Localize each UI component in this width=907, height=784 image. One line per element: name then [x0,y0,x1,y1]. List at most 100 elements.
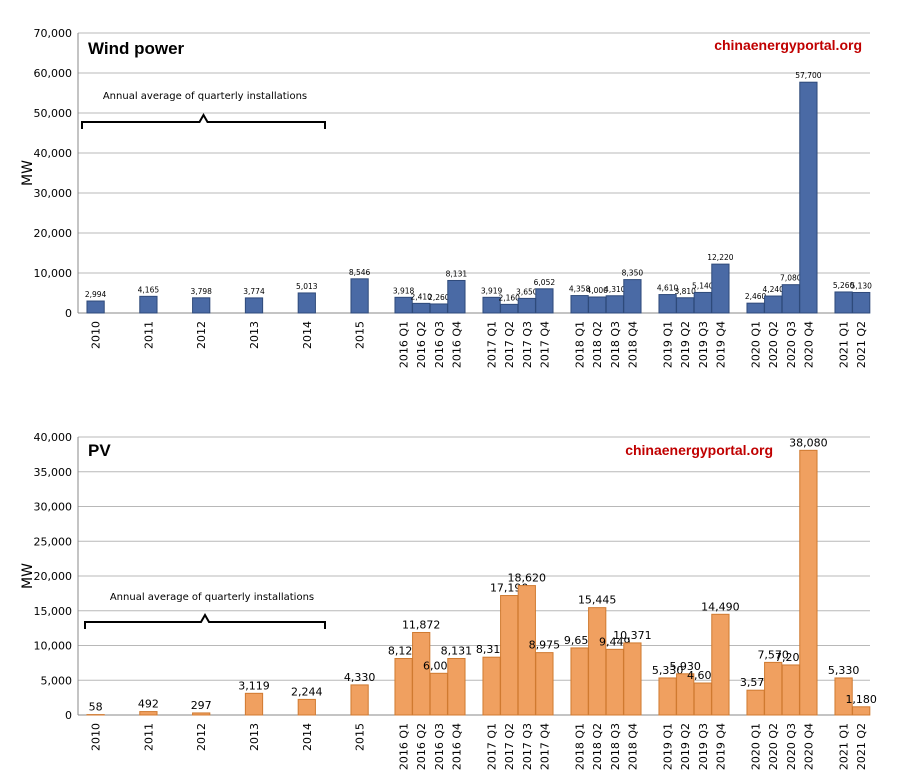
pv-data-label: 8,128 [388,645,420,658]
wind-bar [244,297,264,314]
pv-bar [781,664,800,716]
wind-y-tick-label: 0 [65,307,72,320]
wind-bar [535,288,554,314]
pv-bar [394,658,413,716]
wind-data-label: 6,052 [534,278,556,287]
pv-category-label: 2018 Q3 [609,723,622,770]
wind-data-label: 7,080 [780,274,802,283]
wind-category-label: 2019 Q2 [679,321,692,368]
pv-bar [852,706,871,716]
wind-data-label: 4,310 [604,285,626,294]
pv-source-label: chinaenergyportal.org [625,442,773,458]
pv-bar [429,672,448,716]
wind-bar [192,297,211,314]
wind-data-label: 3,774 [243,287,265,296]
wind-y-tick-label: 70,000 [34,27,73,40]
pv-category-label: 2019 Q3 [697,723,710,770]
pv-bar [535,652,554,716]
wind-data-label: 4,610 [657,284,679,293]
pv-category-label: 2017 Q3 [521,723,534,770]
pv-category-label: 2020 Q3 [785,723,798,770]
wind-data-label: 12,220 [707,253,733,262]
pv-bar [297,698,316,716]
wind-bar [412,302,431,314]
pv-bar [192,712,211,716]
wind-category-label: 2013 [248,321,261,349]
pv-data-label: 2,244 [291,685,323,698]
wind-bar [623,279,642,314]
pv-category-label: 2020 Q2 [767,723,780,770]
pv-data-label: 9,449 [599,635,631,648]
pv-data-label: 4,600 [687,669,719,682]
wind-category-label: 2017 Q2 [503,321,516,368]
pv-data-label: 10,371 [613,629,652,642]
wind-bar [517,297,536,314]
pv-category-label: 2019 Q2 [679,723,692,770]
pv-category-label: 2010 [90,723,103,751]
wind-category-label: 2017 Q3 [521,321,534,368]
wind-category-label: 2020 Q2 [767,321,780,368]
wind-data-label: 5,140 [692,281,714,290]
pv-category-label: 2016 Q4 [450,723,463,770]
pv-data-label: 9,650 [564,634,596,647]
wind-category-label: 2021 Q2 [855,321,868,368]
pv-category-label: 2021 Q2 [855,723,868,770]
wind-source-label: chinaenergyportal.org [714,37,862,53]
pv-data-label: 3,570 [740,676,772,689]
wind-category-label: 2017 Q1 [486,321,499,368]
pv-category-label: 2018 Q1 [574,723,587,770]
pv-category-label: 2018 Q2 [591,723,604,770]
wind-category-label: 2018 Q2 [591,321,604,368]
pv-annotation-bracket [84,612,326,629]
pv-category-label: 2015 [354,723,367,751]
wind-bar [834,291,853,314]
wind-category-label: 2020 Q4 [802,321,815,368]
pv-data-label: 5,330 [652,664,684,677]
wind-category-label: 2017 Q4 [538,321,551,368]
pv-data-label: 5,330 [828,664,860,677]
pv-bar [623,642,642,716]
pv-y-tick-label: 15,000 [34,605,73,618]
wind-power-chart: Wind power chinaenergyportal.org Annual … [20,27,872,368]
pv-bar [834,677,853,716]
pv-category-label: 2012 [195,723,208,751]
pv-data-label: 14,490 [701,600,740,613]
wind-data-label: 4,240 [762,285,784,294]
pv-bar [517,585,536,716]
wind-data-label: 8,350 [622,269,644,278]
wind-bar [781,284,800,314]
pv-y-tick-label: 10,000 [34,640,73,653]
pv-data-label: 11,872 [402,618,441,631]
pv-data-label: 6,000 [423,659,455,672]
pv-bar [412,631,431,716]
wind-bar [500,303,519,314]
wind-bar [429,303,448,314]
wind-bar [447,279,466,314]
pv-bar [500,595,519,716]
pv-bar [746,689,765,716]
pv-y-tick-label: 20,000 [34,570,73,583]
pv-category-label: 2020 Q4 [802,723,815,770]
wind-category-label: 2012 [195,321,208,349]
pv-chart: PV chinaenergyportal.org Annual average … [20,431,877,770]
wind-data-label: 5,260 [833,281,855,290]
pv-category-label: 2019 Q4 [714,723,727,770]
wind-bar [676,297,695,314]
wind-bar [711,263,730,314]
pv-bar [570,647,589,716]
wind-category-label: 2019 Q1 [662,321,675,368]
pv-bar [711,613,730,716]
wind-y-tick-label: 50,000 [34,107,73,120]
wind-data-label: 4,000 [586,286,608,295]
pv-y-tick-label: 30,000 [34,501,73,514]
pv-category-label: 2021 Q1 [838,723,851,770]
pv-y-tick-label: 25,000 [34,535,73,548]
pv-category-label: 2018 Q4 [626,723,639,770]
wind-bar [658,294,677,314]
wind-bar [297,292,316,314]
wind-bar [350,278,369,314]
wind-category-label: 2019 Q3 [697,321,710,368]
wind-gridlines [78,32,870,314]
pv-chart-title: PV [88,441,111,460]
pv-data-label: 58 [89,701,103,714]
